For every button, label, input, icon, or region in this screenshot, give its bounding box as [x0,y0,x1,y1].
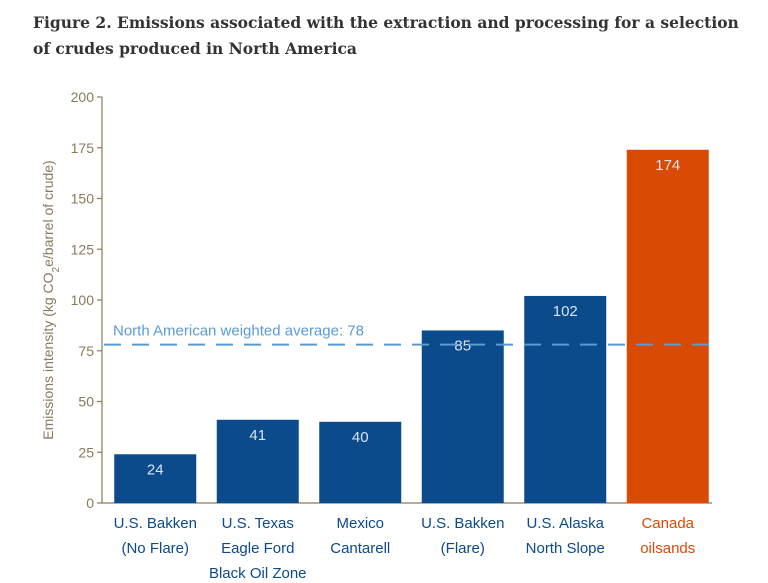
bar-value-label: 24 [147,461,164,478]
category-label: U.S. Alaska North Slope [526,515,605,557]
bar [114,454,197,503]
bar-value-label: 85 [454,337,471,354]
bar [421,330,504,503]
y-tick-label: 200 [71,89,95,105]
figure-title-line-1: Figure 2. Emissions associated with the … [33,13,739,32]
category-label: U.S. Texas Eagle Ford Black Oil Zone [209,515,307,582]
category-label: Mexico Cantarell [330,515,390,557]
y-tick-label: 175 [71,140,95,156]
bar [216,419,299,503]
bar-value-label: 174 [655,157,680,174]
figure-title-line-2: of crudes produced in North America [33,39,357,58]
bar [626,149,709,503]
figure-title: Figure 2. Emissions associated with the … [33,10,753,62]
y-tick-label: 125 [71,241,95,257]
bar-value-label: 41 [249,427,266,444]
category-label: U.S. Bakken (No Flare) [114,515,197,557]
y-axis-title: Emissions intensity (kg CO2e/barrel of c… [40,160,62,439]
bar [524,295,607,503]
bar-value-label: 102 [553,303,578,320]
category-label: U.S. Bakken (Flare) [421,515,504,557]
y-tick-label: 100 [71,292,95,308]
bar [319,421,402,503]
bar-value-label: 40 [352,429,369,446]
y-tick-label: 0 [86,495,94,511]
y-tick-label: 50 [78,394,94,410]
category-label: Canada oilsands [640,515,695,557]
y-tick-label: 75 [78,343,94,359]
average-reference-label: North American weighted average: 78 [113,323,364,340]
y-tick-label: 150 [71,191,95,207]
y-tick-label: 25 [78,444,94,460]
